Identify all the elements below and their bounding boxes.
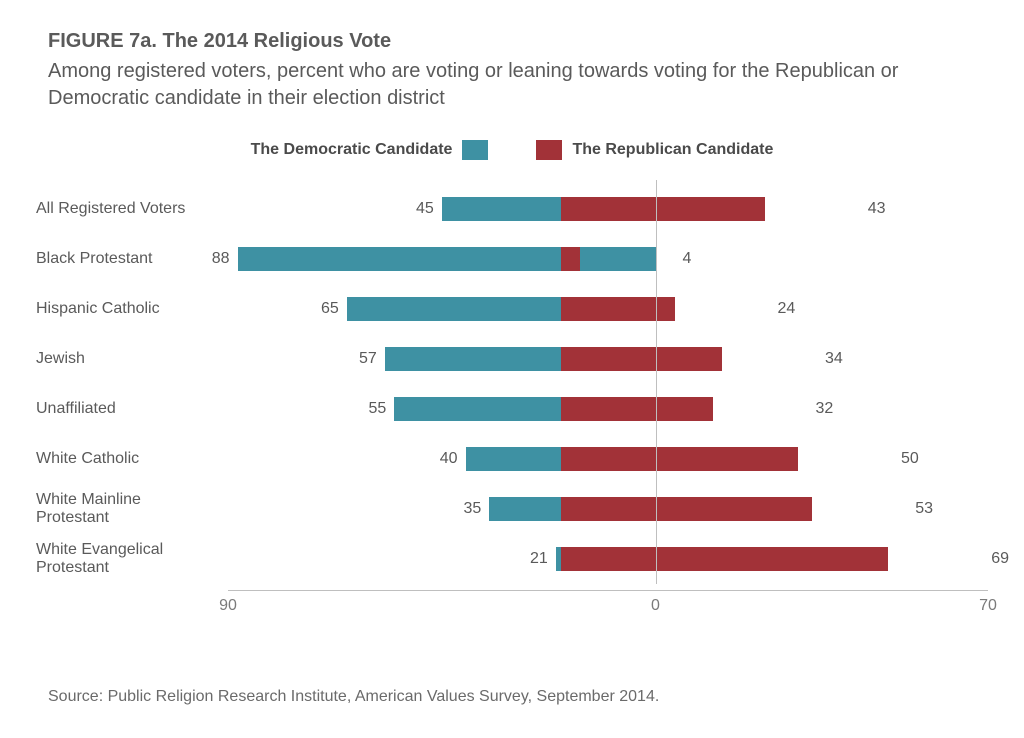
axis-tick-center: 0 [651, 597, 660, 615]
legend-label-rep: The Republican Candidate [572, 141, 773, 159]
figure-title: FIGURE 7a. The 2014 Religious Vote [48, 28, 976, 54]
bar-dem [238, 247, 656, 271]
axis-tick-right: 70 [979, 597, 997, 615]
chart-row: White EvangelicalProtestant2169 [228, 534, 988, 584]
value-rep: 53 [907, 497, 955, 521]
value-dem: 21 [508, 547, 556, 571]
figure-source: Source: Public Religion Research Institu… [48, 688, 659, 706]
value-dem: 45 [394, 197, 442, 221]
chart-row: Unaffiliated5532 [228, 384, 988, 434]
value-dem: 57 [337, 347, 385, 371]
legend-swatch-dem [462, 140, 488, 160]
bar-rep [561, 297, 675, 321]
bar-track: 40 50 [228, 447, 988, 471]
row-label: All Registered Voters [36, 200, 216, 218]
chart-row: Black Protestant884 [228, 234, 988, 284]
bar-track: 57 34 [228, 347, 988, 371]
bar-rep [561, 497, 813, 521]
chart-row: White MainlineProtestant3553 [228, 484, 988, 534]
row-label: Hispanic Catholic [36, 300, 216, 318]
chart-row: Jewish5734 [228, 334, 988, 384]
chart-legend: The Democratic Candidate The Republican … [48, 140, 976, 160]
bar-track: 45 43 [228, 197, 988, 221]
bar-rep [561, 247, 580, 271]
figure-subtitle: Among registered voters, percent who are… [48, 58, 968, 112]
legend-item-dem: The Democratic Candidate [251, 140, 489, 160]
value-rep: 34 [817, 347, 865, 371]
chart-axis: 90 0 70 [228, 590, 988, 631]
legend-item-rep: The Republican Candidate [536, 140, 773, 160]
bar-rep [561, 397, 713, 421]
figure-label: FIGURE 7a. [48, 30, 157, 52]
value-dem: 65 [299, 297, 347, 321]
figure-title-text: The 2014 Religious Vote [162, 30, 391, 52]
bar-track: 35 53 [228, 497, 988, 521]
row-label: White EvangelicalProtestant [36, 541, 216, 578]
chart-row: White Catholic4050 [228, 434, 988, 484]
row-label: White Catholic [36, 450, 216, 468]
row-label: Unaffiliated [36, 400, 216, 418]
legend-swatch-rep [536, 140, 562, 160]
value-rep: 4 [675, 247, 723, 271]
bar-track: 65 24 [228, 297, 988, 321]
chart-row: Hispanic Catholic6524 [228, 284, 988, 334]
bar-rep [561, 447, 799, 471]
bar-track: 55 32 [228, 397, 988, 421]
value-dem: 88 [190, 247, 238, 271]
figure-container: FIGURE 7a. The 2014 Religious Vote Among… [0, 0, 1024, 738]
value-dem: 35 [441, 497, 489, 521]
row-label: Jewish [36, 350, 216, 368]
value-dem: 55 [346, 397, 394, 421]
axis-tick-left: 90 [219, 597, 237, 615]
row-label: White MainlineProtestant [36, 491, 216, 528]
value-dem: 40 [418, 447, 466, 471]
value-rep: 32 [808, 397, 856, 421]
value-rep: 50 [893, 447, 941, 471]
value-rep: 43 [860, 197, 908, 221]
bar-rep [561, 547, 889, 571]
bar-rep [561, 347, 723, 371]
bar-track: 884 [228, 247, 988, 271]
chart-row: All Registered Voters4543 [228, 184, 988, 234]
axis-center-line [656, 180, 657, 584]
value-rep: 69 [983, 547, 1024, 571]
legend-label-dem: The Democratic Candidate [251, 141, 453, 159]
value-rep: 24 [770, 297, 818, 321]
bar-rep [561, 197, 765, 221]
bar-track: 2169 [228, 547, 988, 571]
diverging-bar-chart: All Registered Voters4543Black Protestan… [228, 184, 988, 631]
